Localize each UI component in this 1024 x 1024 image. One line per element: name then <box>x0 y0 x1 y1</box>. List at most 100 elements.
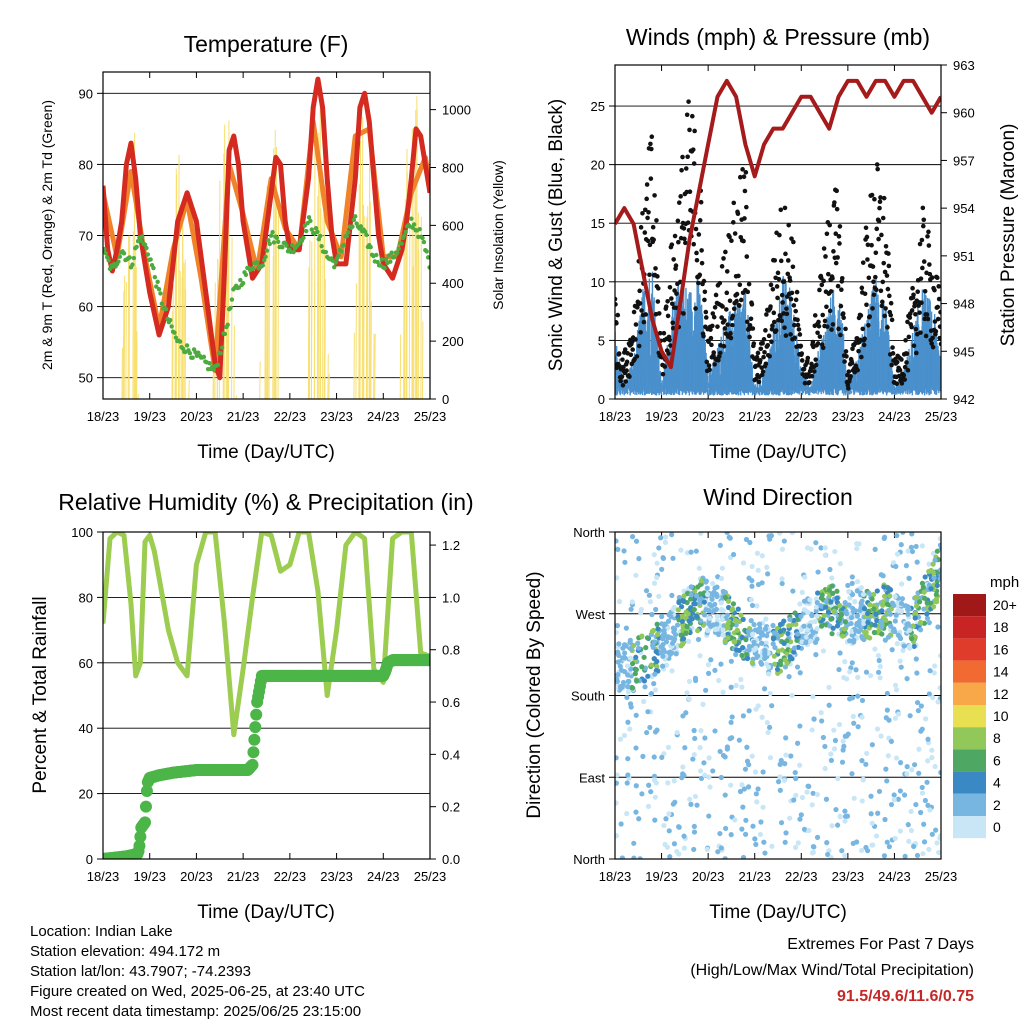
direction-point <box>879 623 885 630</box>
gust-point <box>642 207 648 213</box>
y-right-tick-label: 800 <box>442 160 464 175</box>
direction-point <box>854 579 861 585</box>
direction-point <box>921 589 927 595</box>
direction-point <box>867 602 873 608</box>
dewpoint-point <box>103 246 107 252</box>
extremes-box: Extremes For Past 7 Days (High/Low/Max W… <box>690 932 974 1010</box>
direction-point <box>881 853 888 859</box>
direction-point <box>901 643 907 649</box>
dewpoint-point <box>134 244 139 250</box>
direction-point <box>667 651 674 657</box>
gust-point <box>902 364 908 370</box>
gust-point <box>783 333 789 338</box>
direction-point <box>866 590 872 596</box>
gust-point <box>737 282 743 288</box>
dewpoint-point <box>168 317 173 323</box>
gust-point <box>862 336 867 342</box>
direction-point <box>917 627 924 633</box>
direction-point <box>718 845 724 851</box>
direction-point <box>892 618 898 624</box>
direction-point <box>823 604 829 610</box>
gust-point <box>812 313 818 318</box>
direction-point <box>706 813 712 819</box>
direction-point <box>701 612 708 618</box>
gust-point <box>724 290 730 296</box>
direction-point <box>639 664 645 670</box>
direction-point <box>651 639 657 645</box>
gust-point <box>701 333 706 339</box>
gust-point <box>676 200 682 205</box>
gust-point <box>624 368 629 373</box>
gust-point <box>665 313 671 319</box>
x-tick-label: 25/23 <box>414 409 447 424</box>
direction-point <box>822 743 828 750</box>
gust-point <box>719 264 725 269</box>
gust-point <box>825 324 830 329</box>
gust-point <box>763 361 769 367</box>
direction-point <box>890 628 897 634</box>
direction-point <box>894 532 900 539</box>
direction-point <box>616 599 623 605</box>
direction-point <box>740 560 747 566</box>
direction-point <box>798 812 804 818</box>
direction-point <box>647 599 654 605</box>
direction-point <box>671 778 677 784</box>
direction-point <box>725 635 731 641</box>
direction-point <box>687 796 693 802</box>
gust-point <box>772 258 778 263</box>
gust-point <box>788 296 794 302</box>
direction-point <box>822 552 828 558</box>
direction-point <box>909 767 915 773</box>
direction-point <box>652 729 659 735</box>
dewpoint-point <box>333 260 338 265</box>
direction-point <box>748 618 754 624</box>
direction-point <box>777 532 783 536</box>
direction-point <box>810 843 817 850</box>
direction-point <box>764 719 770 726</box>
gust-point <box>880 215 886 221</box>
dewpoint-point <box>304 228 309 234</box>
direction-point <box>654 663 660 670</box>
direction-point <box>924 615 931 621</box>
direction-point <box>813 608 819 614</box>
gust-point <box>686 99 691 104</box>
gust-point <box>918 276 924 281</box>
direction-point <box>627 726 633 732</box>
direction-point <box>627 639 633 646</box>
direction-point <box>826 684 832 691</box>
direction-point <box>695 636 702 643</box>
direction-point <box>799 589 805 595</box>
gust-point <box>823 254 828 259</box>
dewpoint-point <box>154 284 159 289</box>
direction-point <box>764 564 770 570</box>
direction-point <box>779 580 785 587</box>
direction-point <box>873 833 880 839</box>
direction-point <box>802 574 808 580</box>
gust-point <box>706 339 711 345</box>
gust-point <box>729 238 734 243</box>
dewpoint-point <box>383 256 389 262</box>
direction-point <box>934 840 940 846</box>
direction-point <box>735 606 741 612</box>
direction-point <box>830 625 836 631</box>
direction-point <box>911 762 918 768</box>
direction-point <box>732 617 739 623</box>
gust-point <box>850 346 855 352</box>
gust-point <box>877 205 882 211</box>
direction-point <box>651 773 658 779</box>
direction-point <box>615 833 620 839</box>
dewpoint-point <box>409 216 414 221</box>
gust-point <box>816 319 821 325</box>
direction-point <box>794 664 801 670</box>
direction-point <box>809 802 815 808</box>
gust-point <box>758 346 764 352</box>
humidity-frame <box>102 531 431 860</box>
direction-point <box>659 613 665 620</box>
direction-point <box>658 535 664 541</box>
direction-point <box>807 623 813 629</box>
winds-panel: Winds (mph) & Pressure (mb) 18/23 19/23 20… <box>546 24 1019 463</box>
direction-point <box>819 592 825 598</box>
solar-ylabel: Solar Insolation (Yellow) <box>490 160 506 310</box>
direction-point <box>704 846 710 852</box>
dewpoint-point <box>155 279 160 284</box>
